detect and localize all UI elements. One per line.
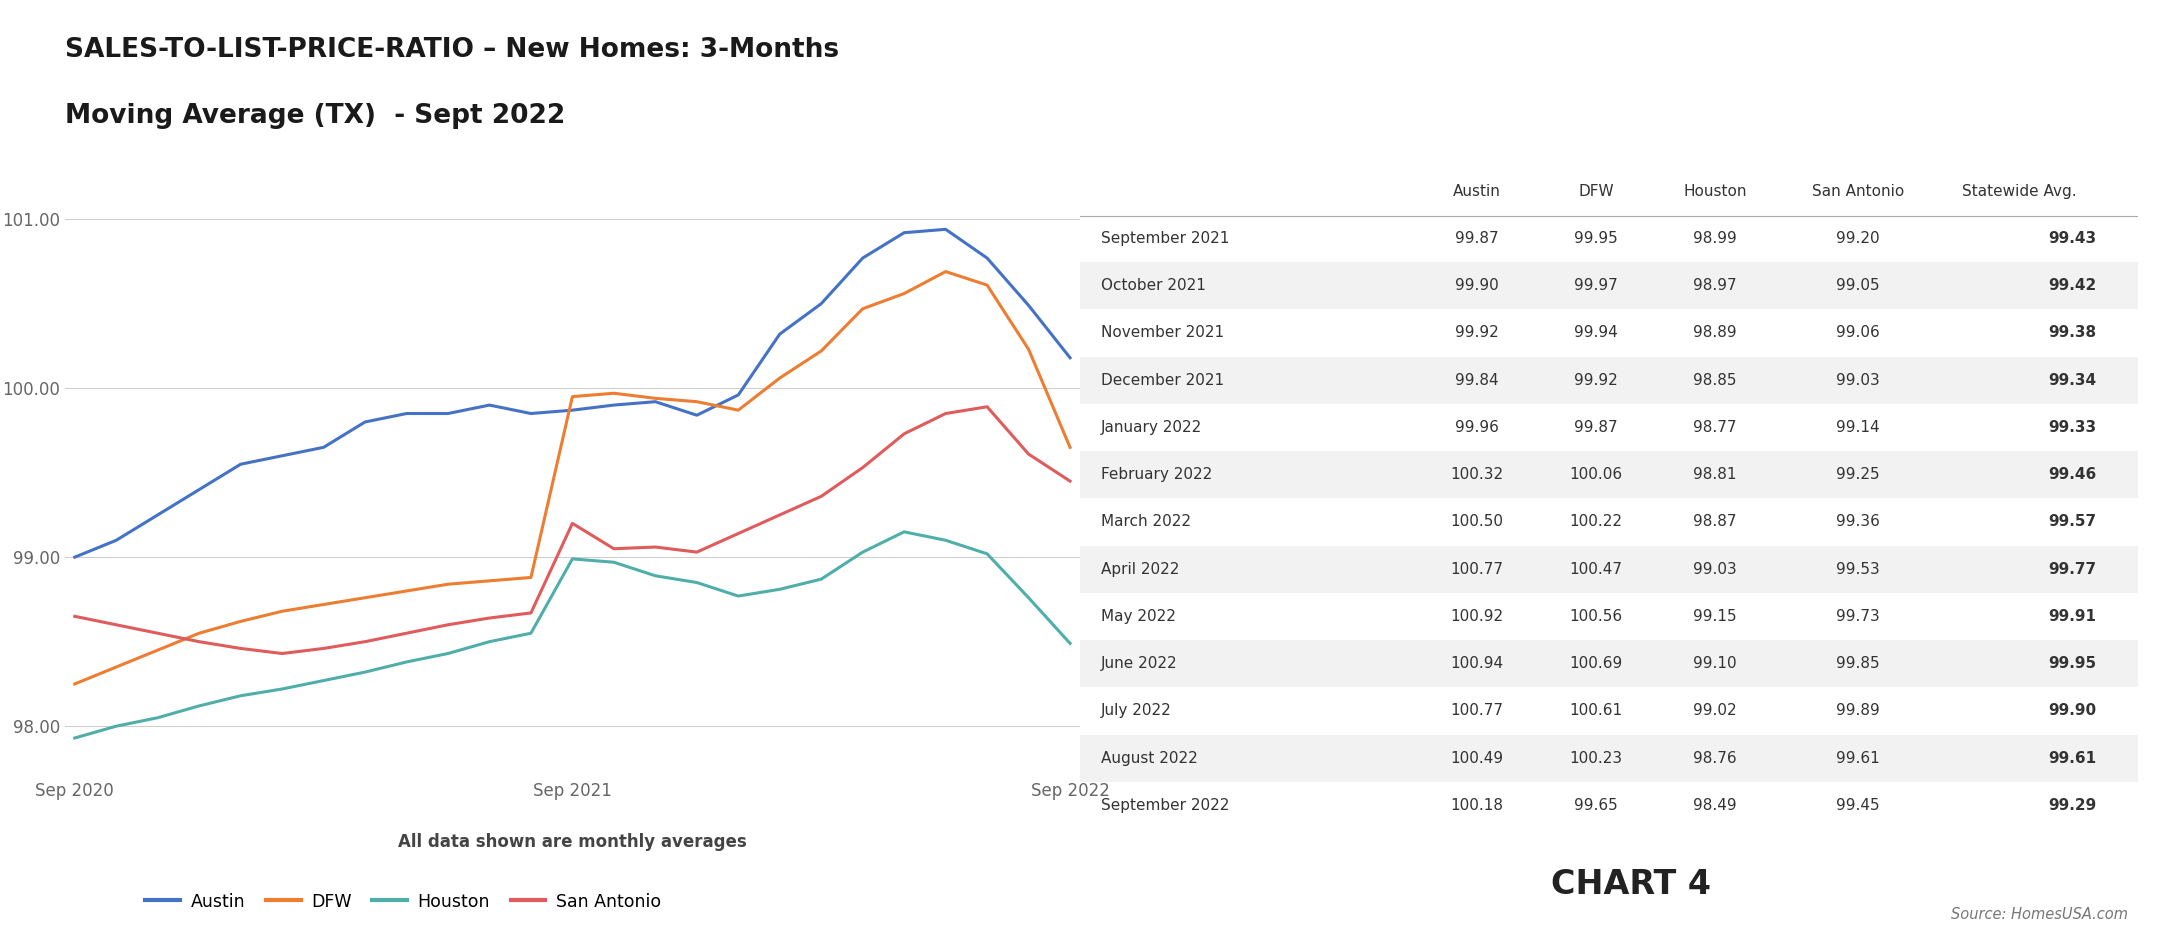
Text: 99.87: 99.87 <box>1456 231 1499 246</box>
Text: 99.03: 99.03 <box>1836 373 1879 388</box>
Text: 99.77: 99.77 <box>2048 562 2095 577</box>
Text: January 2022: January 2022 <box>1102 420 1203 435</box>
Text: 98.49: 98.49 <box>1693 798 1737 813</box>
Text: Houston: Houston <box>1683 183 1747 198</box>
Text: June 2022: June 2022 <box>1102 656 1177 671</box>
Text: 99.95: 99.95 <box>2048 656 2095 671</box>
Text: 98.76: 98.76 <box>1693 751 1737 766</box>
Text: 99.61: 99.61 <box>2048 751 2095 766</box>
Text: Statewide Avg.: Statewide Avg. <box>1961 183 2076 198</box>
Text: September 2022: September 2022 <box>1102 798 1229 813</box>
Text: 99.43: 99.43 <box>2048 231 2095 246</box>
Text: SALES-TO-LIST-PRICE-RATIO – New Homes: 3-Months: SALES-TO-LIST-PRICE-RATIO – New Homes: 3… <box>65 37 838 64</box>
Bar <box>1080 357 2138 403</box>
Text: 100.94: 100.94 <box>1449 656 1503 671</box>
Bar <box>1080 451 2138 498</box>
Text: April 2022: April 2022 <box>1102 562 1179 577</box>
Text: 99.85: 99.85 <box>1836 656 1879 671</box>
Text: 99.73: 99.73 <box>1836 609 1879 624</box>
Text: 99.53: 99.53 <box>1836 562 1879 577</box>
Text: February 2022: February 2022 <box>1102 467 1212 482</box>
Text: 99.05: 99.05 <box>1836 278 1879 293</box>
Text: July 2022: July 2022 <box>1102 704 1173 719</box>
Bar <box>1080 640 2138 687</box>
Text: October 2021: October 2021 <box>1102 278 1205 293</box>
Text: March 2022: March 2022 <box>1102 515 1190 530</box>
Text: August 2022: August 2022 <box>1102 751 1199 766</box>
Text: 99.36: 99.36 <box>1836 515 1879 530</box>
Text: 99.10: 99.10 <box>1693 656 1737 671</box>
Text: 99.33: 99.33 <box>2048 420 2095 435</box>
Text: 98.89: 98.89 <box>1693 326 1737 341</box>
Text: 99.29: 99.29 <box>2048 798 2095 813</box>
Bar <box>1080 546 2138 592</box>
Text: 99.57: 99.57 <box>2048 515 2095 530</box>
Text: 99.87: 99.87 <box>1575 420 1618 435</box>
Text: 99.02: 99.02 <box>1693 704 1737 719</box>
Text: 99.06: 99.06 <box>1836 326 1879 341</box>
Text: 99.42: 99.42 <box>2048 278 2095 293</box>
Text: 99.38: 99.38 <box>2048 326 2095 341</box>
Text: 100.50: 100.50 <box>1449 515 1503 530</box>
Text: December 2021: December 2021 <box>1102 373 1225 388</box>
Text: 99.96: 99.96 <box>1456 420 1499 435</box>
Text: 99.46: 99.46 <box>2048 467 2095 482</box>
Text: November 2021: November 2021 <box>1102 326 1225 341</box>
Text: All data shown are monthly averages: All data shown are monthly averages <box>397 833 747 852</box>
Text: 98.87: 98.87 <box>1693 515 1737 530</box>
Text: 100.06: 100.06 <box>1570 467 1622 482</box>
Text: 99.97: 99.97 <box>1575 278 1618 293</box>
Text: September 2021: September 2021 <box>1102 231 1229 246</box>
Text: 99.45: 99.45 <box>1836 798 1879 813</box>
Text: 100.47: 100.47 <box>1570 562 1622 577</box>
Text: CHART 4: CHART 4 <box>1551 868 1711 901</box>
Text: 99.25: 99.25 <box>1836 467 1879 482</box>
Text: 99.92: 99.92 <box>1456 326 1499 341</box>
Text: 99.91: 99.91 <box>2048 609 2095 624</box>
Text: 99.92: 99.92 <box>1575 373 1618 388</box>
Text: 98.77: 98.77 <box>1693 420 1737 435</box>
Text: 99.89: 99.89 <box>1836 704 1879 719</box>
Text: 100.77: 100.77 <box>1449 562 1503 577</box>
Text: 99.15: 99.15 <box>1693 609 1737 624</box>
Text: 100.32: 100.32 <box>1449 467 1503 482</box>
Text: 99.20: 99.20 <box>1836 231 1879 246</box>
Text: Source: HomesUSA.com: Source: HomesUSA.com <box>1950 907 2128 922</box>
Text: 99.84: 99.84 <box>1456 373 1499 388</box>
Bar <box>1080 735 2138 782</box>
Text: 99.65: 99.65 <box>1575 798 1618 813</box>
Text: 100.23: 100.23 <box>1570 751 1622 766</box>
Text: 98.85: 98.85 <box>1693 373 1737 388</box>
Text: 99.34: 99.34 <box>2048 373 2095 388</box>
Text: 99.90: 99.90 <box>2048 704 2095 719</box>
Text: 99.61: 99.61 <box>1836 751 1879 766</box>
Text: Moving Average (TX)  - Sept 2022: Moving Average (TX) - Sept 2022 <box>65 103 566 129</box>
Text: 99.14: 99.14 <box>1836 420 1879 435</box>
Text: 100.22: 100.22 <box>1570 515 1622 530</box>
Bar <box>1080 262 2138 309</box>
Text: 100.49: 100.49 <box>1449 751 1503 766</box>
Text: 99.03: 99.03 <box>1693 562 1737 577</box>
Text: 99.90: 99.90 <box>1456 278 1499 293</box>
Text: May 2022: May 2022 <box>1102 609 1175 624</box>
Text: 100.77: 100.77 <box>1449 704 1503 719</box>
Text: 100.56: 100.56 <box>1570 609 1622 624</box>
Text: 98.81: 98.81 <box>1693 467 1737 482</box>
Text: 100.61: 100.61 <box>1570 704 1622 719</box>
Text: 98.97: 98.97 <box>1693 278 1737 293</box>
Text: San Antonio: San Antonio <box>1812 183 1905 198</box>
Text: 99.94: 99.94 <box>1575 326 1618 341</box>
Text: 100.18: 100.18 <box>1449 798 1503 813</box>
Text: 99.95: 99.95 <box>1575 231 1618 246</box>
Legend: Austin, DFW, Houston, San Antonio: Austin, DFW, Houston, San Antonio <box>138 886 667 918</box>
Text: 98.99: 98.99 <box>1693 231 1737 246</box>
Text: DFW: DFW <box>1579 183 1614 198</box>
Text: 100.92: 100.92 <box>1449 609 1503 624</box>
Text: Austin: Austin <box>1454 183 1501 198</box>
Text: 100.69: 100.69 <box>1570 656 1622 671</box>
